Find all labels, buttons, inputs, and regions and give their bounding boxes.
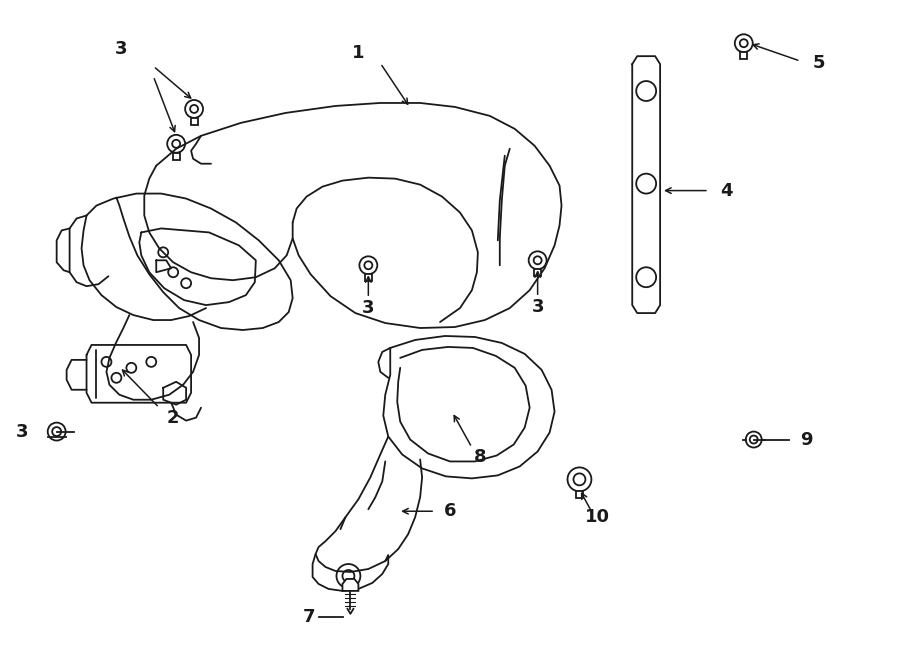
Text: 3: 3 <box>115 40 128 58</box>
FancyBboxPatch shape <box>364 274 372 281</box>
Text: 4: 4 <box>721 182 734 200</box>
FancyBboxPatch shape <box>741 52 747 59</box>
Polygon shape <box>343 579 358 591</box>
Text: 8: 8 <box>473 448 486 467</box>
Text: 7: 7 <box>302 608 315 626</box>
FancyBboxPatch shape <box>576 491 583 498</box>
Text: 3: 3 <box>531 298 544 316</box>
Text: 10: 10 <box>585 508 610 526</box>
FancyBboxPatch shape <box>173 153 180 160</box>
FancyBboxPatch shape <box>191 118 198 125</box>
Text: 2: 2 <box>166 408 179 426</box>
Text: 3: 3 <box>15 422 28 441</box>
Text: 3: 3 <box>362 299 374 317</box>
Text: 1: 1 <box>352 44 365 62</box>
FancyBboxPatch shape <box>534 269 541 276</box>
Text: 9: 9 <box>800 430 813 449</box>
Text: 5: 5 <box>812 54 824 72</box>
Text: 6: 6 <box>444 502 456 520</box>
